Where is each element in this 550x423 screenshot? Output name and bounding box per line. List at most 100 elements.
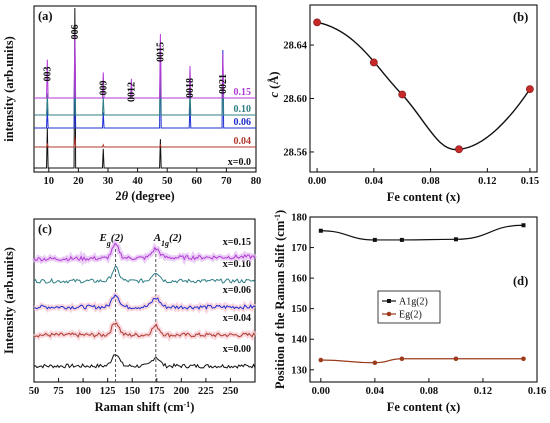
d-legend-label-eg: Eg(2) — [399, 310, 422, 321]
b-frame — [309, 4, 538, 173]
b-point-0 — [313, 18, 321, 27]
a-peak-label-0015: 0015 — [155, 42, 166, 62]
a-xtick-label: 80 — [251, 176, 262, 187]
b-ytick-label: 28.56 — [283, 147, 307, 158]
a-xtick-label: 40 — [132, 176, 143, 187]
c-xtick-label: 150 — [124, 386, 140, 397]
d-point-a1g-0 — [318, 228, 323, 233]
d-ytick-label: 140 — [291, 335, 307, 346]
b-xtick-label: 0.12 — [478, 176, 496, 187]
b-xlabel: Fe content (x) — [387, 190, 461, 204]
c-mode-label-a1g: A1g(2) — [153, 232, 182, 248]
c-series-x=0.00 — [33, 354, 256, 369]
d-xtick-label: 0.08 — [420, 386, 438, 397]
panel-c-label: (c) — [38, 222, 52, 236]
a-series-0.15 — [34, 33, 256, 99]
c-series-x=0.10 — [33, 266, 256, 284]
panel-a-label: (a) — [38, 9, 53, 23]
a-series-label: 0.15 — [234, 87, 252, 98]
panel-c-raman: (c) 50 75 100 125 150 175 200 225 250 Raman shift … — [2, 218, 258, 415]
c-xtick-label: 175 — [149, 386, 165, 397]
b-fit-curve — [316, 21, 531, 151]
a-xtick-label: 30 — [103, 176, 114, 187]
a-series-0.06 — [34, 49, 256, 129]
c-series-label: x=0.00 — [223, 344, 251, 355]
d-point-a1g-4 — [521, 223, 526, 228]
b-xtick-label: 0.08 — [421, 176, 439, 187]
a-frame — [33, 5, 257, 173]
d-series-0 — [320, 224, 524, 241]
c-ylabel: Intensity (arb.units) — [2, 247, 16, 354]
c-xtick-label: 250 — [223, 386, 239, 397]
c-xtick-label: 225 — [198, 386, 214, 397]
a-series-label: 0.10 — [234, 104, 252, 115]
d-xtick-label: 0.00 — [312, 386, 330, 397]
d-ytick-label: 180 — [291, 213, 307, 224]
a-peak-label-0021: 0021 — [218, 74, 229, 94]
a-peak-label-003: 003 — [42, 67, 53, 82]
panel-b-lattice-c: (b) 0.00 0.04 0.08 0.12 0.15 28.56 28.60 28.64 Fe… — [267, 4, 539, 204]
b-point-1 — [369, 58, 378, 67]
d-point-eg-2 — [399, 356, 405, 362]
a-xtick-label: 20 — [73, 176, 84, 187]
a-peak-label-009: 009 — [98, 81, 109, 96]
b-point-2 — [398, 90, 407, 99]
d-ylabel: Position of the Raman shift (cm-1) — [273, 210, 288, 389]
d-ytick-label: 150 — [291, 304, 307, 315]
c-xtick-label: 200 — [173, 386, 189, 397]
a-peak-label-0012: 0012 — [126, 82, 137, 102]
a-xtick-label: 60 — [192, 176, 203, 187]
a-peak-label-0018: 0018 — [185, 78, 196, 98]
a-xlabel: 2θ (degree) — [115, 189, 174, 203]
panel-d-raman-position: (d) 0.00 0.04 0.08 0.12 0.16 130 140 150 160 170 18… — [273, 210, 547, 414]
d-xtick-label: 0.04 — [366, 386, 385, 397]
d-xlabel: Fe content (x) — [387, 400, 461, 414]
d-legend-box — [377, 290, 441, 324]
b-ytick-label: 28.60 — [283, 94, 307, 105]
panel-a-xrd: (a) 10 20 30 40 50 60 70 80 2θ (degree) intensity … — [2, 5, 262, 203]
c-series-x=0.06 — [34, 294, 256, 310]
panel-b-label: (b) — [513, 10, 528, 24]
d-point-a1g-1 — [372, 237, 377, 242]
a-series-0.04 — [34, 137, 256, 148]
c-series-label: x=0.04 — [223, 313, 251, 324]
c-series-label: x=0.10 — [223, 259, 251, 270]
a-xtick-label: 50 — [162, 176, 173, 187]
d-xtick-label: 0.12 — [474, 386, 492, 397]
a-peak-label-006: 006 — [70, 25, 81, 40]
a-series-label: 0.06 — [234, 117, 252, 128]
d-series-1 — [320, 358, 524, 364]
c-series-x=0.15 — [33, 242, 256, 262]
d-point-eg-3 — [453, 356, 459, 362]
b-point-3 — [455, 145, 463, 154]
c-xtick-label: 50 — [29, 386, 40, 397]
a-xtick-label: 70 — [221, 176, 232, 187]
d-legend-marker-a1g — [387, 299, 391, 303]
d-frame — [309, 216, 538, 383]
a-xtick-label: 10 — [44, 176, 55, 187]
c-xtick-label: 75 — [53, 386, 64, 397]
d-point-eg-4 — [521, 356, 526, 362]
b-xtick-label: 0.00 — [308, 176, 326, 187]
b-xtick-label: 0.04 — [365, 176, 384, 187]
b-ylabel: c (Å) — [267, 71, 281, 97]
c-series-x=0.04 — [33, 322, 256, 338]
c-series-label: x=0.15 — [223, 237, 251, 248]
d-ytick-label: 130 — [291, 365, 307, 376]
b-point-4 — [526, 85, 534, 94]
d-ytick-label: 160 — [291, 274, 307, 285]
panel-d-label: (d) — [513, 274, 528, 288]
d-legend-label-a1g: A1g(2) — [399, 297, 428, 308]
d-ytick-label: 170 — [291, 243, 307, 254]
d-point-a1g-2 — [399, 237, 404, 242]
a-series-label: x=0.0 — [228, 157, 251, 168]
c-series-label: x=0.06 — [223, 285, 251, 296]
a-series-0.10 — [34, 42, 256, 116]
d-legend-marker-eg — [386, 311, 392, 317]
c-frame — [33, 218, 256, 383]
c-xlabel: Raman shift (cm-1) — [95, 400, 195, 415]
a-series-label: 0.04 — [234, 136, 252, 147]
b-xtick-label: 0.15 — [521, 176, 539, 187]
d-point-a1g-3 — [453, 237, 458, 242]
